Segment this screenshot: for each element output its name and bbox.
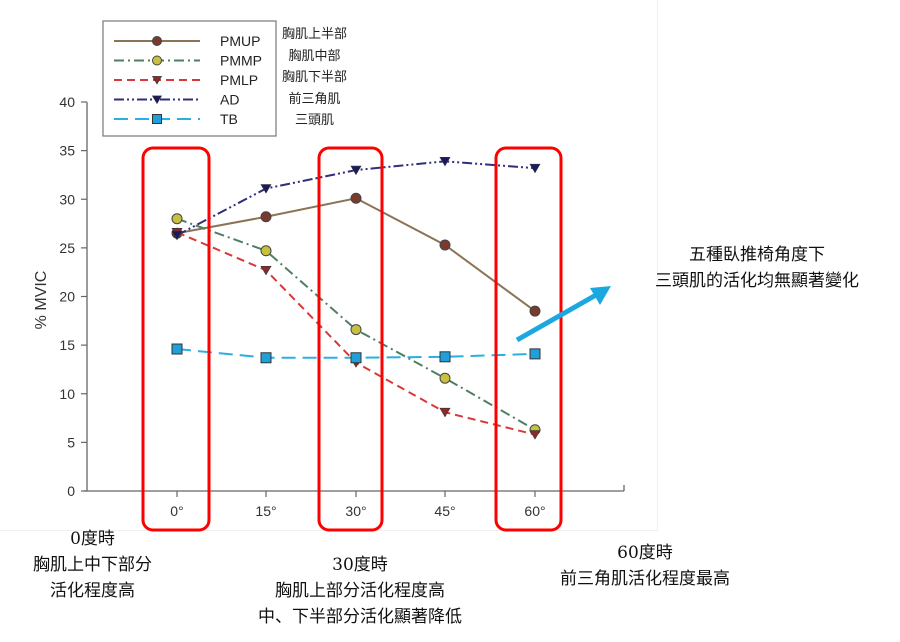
legend-chinese-labels: 胸肌上半部 胸肌中部 胸肌下半部 前三角肌 三頭肌 — [282, 24, 347, 132]
annotation-line: 活化程度高 — [50, 581, 135, 601]
annotation-line: 五種臥推椅角度下 — [689, 245, 825, 265]
x-tick-label: 60° — [524, 503, 545, 519]
annotation-line: 前三角肌活化程度最高 — [560, 569, 730, 589]
y-tick-label: 40 — [59, 94, 75, 110]
data-point-marker — [529, 163, 541, 174]
x-tick-label: 0° — [170, 503, 183, 519]
legend-zh-tb: 三頭肌 — [295, 113, 335, 128]
annotation-line: 30度時 — [332, 555, 388, 575]
data-point-marker — [152, 36, 162, 46]
data-point-marker — [350, 165, 362, 176]
annotation-line: 三頭肌的活化均無顯著變化 — [655, 271, 859, 291]
annotation-tb-note: 五種臥推椅角度下 三頭肌的活化均無顯著變化 — [612, 242, 900, 294]
y-tick-label: 35 — [59, 143, 75, 159]
annotation-line: 胸肌上中下部分 — [33, 555, 152, 575]
legend-label: PMLP — [220, 72, 258, 88]
y-tick-label: 0 — [67, 483, 75, 499]
data-point-marker — [152, 114, 162, 124]
data-point-marker — [260, 184, 272, 194]
legend-label: PMMP — [220, 53, 262, 69]
legend-label: PMUP — [220, 33, 260, 49]
data-point-marker — [260, 211, 272, 223]
y-tick-label: 20 — [59, 289, 75, 305]
legend-item-ad: AD — [114, 92, 239, 108]
y-tick-label: 10 — [59, 386, 75, 402]
legend-zh-pmmp: 胸肌中部 — [288, 48, 341, 64]
y-tick-label: 15 — [59, 337, 75, 353]
legend-item-tb: TB — [114, 111, 238, 127]
y-axis-title: % MVIC — [33, 271, 50, 330]
data-point-marker — [439, 372, 451, 384]
x-tick-label: 45° — [434, 503, 455, 519]
arrow-icon — [515, 286, 611, 343]
x-tick-label: 15° — [255, 503, 276, 519]
y-tick-label: 25 — [59, 240, 75, 256]
y-ticks: 0 5 10 15 20 25 30 35 40 — [59, 94, 87, 499]
x-ticks: 0° 15° 30° 45° 60° — [170, 491, 546, 519]
y-tick-label: 30 — [59, 191, 75, 207]
data-point-marker — [171, 213, 183, 225]
series-ad — [171, 157, 541, 241]
highlight-box-30deg — [317, 146, 384, 532]
y-tick-label: 5 — [67, 434, 75, 450]
data-point-marker — [439, 157, 451, 167]
legend-zh-pmlp: 胸肌下半部 — [282, 70, 348, 85]
data-point-marker — [350, 324, 362, 336]
data-point-marker — [151, 76, 163, 85]
x-axis — [84, 485, 625, 492]
annotation-line: 胸肌上部分活化程度高 — [275, 581, 445, 601]
legend: PMUP PMMP PMLP AD TB — [102, 20, 277, 137]
series-tb — [171, 343, 541, 364]
annotation-0deg: 0度時 胸肌上中下部分 活化程度高 — [0, 526, 185, 604]
legend-item-pmlp: PMLP — [114, 72, 258, 88]
data-point-marker — [152, 55, 162, 66]
data-point-marker — [171, 343, 183, 355]
data-point-marker — [439, 351, 451, 363]
annotation-60deg: 60度時 前三角肌活化程度最高 — [510, 540, 780, 592]
legend-zh-ad: 前三角肌 — [288, 91, 341, 107]
data-point-marker — [350, 192, 362, 204]
annotation-30deg: 30度時 胸肌上部分活化程度高 中、下半部分活化顯著降低 — [205, 552, 515, 630]
series-pmmp — [171, 213, 541, 436]
data-point-marker — [350, 352, 362, 364]
data-point-marker — [171, 230, 183, 241]
data-point-marker — [151, 95, 163, 105]
annotation-line: 60度時 — [617, 543, 673, 563]
legend-item-pmmp: PMMP — [114, 53, 262, 69]
legend-zh-pmup: 胸肌上半部 — [282, 27, 348, 42]
legend-label: TB — [220, 111, 238, 127]
data-point-marker — [439, 407, 451, 418]
highlight-box-0deg — [141, 146, 211, 532]
series-group — [171, 157, 541, 440]
data-point-marker — [260, 265, 272, 276]
data-point-marker — [439, 239, 451, 251]
legend-item-pmup: PMUP — [114, 33, 260, 49]
annotation-line: 0度時 — [70, 529, 115, 549]
highlight-boxes — [141, 146, 563, 532]
data-point-marker — [260, 352, 272, 364]
data-point-marker — [529, 348, 541, 360]
data-point-marker — [529, 305, 541, 317]
highlight-box-60deg — [494, 146, 563, 532]
data-point-marker — [529, 430, 541, 440]
legend-label: AD — [220, 92, 239, 108]
data-point-marker — [260, 245, 272, 257]
x-tick-label: 30° — [345, 503, 366, 519]
annotation-line: 中、下半部分活化顯著降低 — [258, 607, 462, 627]
